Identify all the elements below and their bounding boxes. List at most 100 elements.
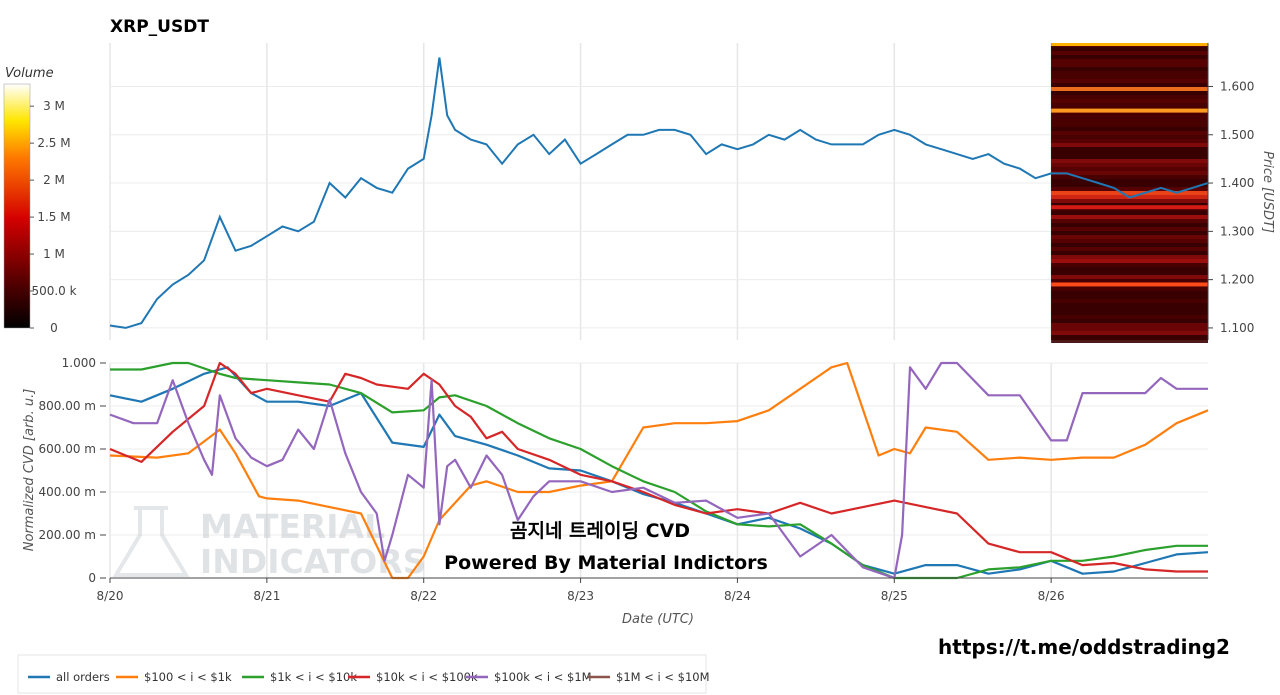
heatmap-band	[1051, 108, 1208, 113]
heatmap-band	[1051, 199, 1208, 203]
heatmap-band	[1051, 163, 1208, 167]
cvd-series-lines	[109, 361, 1209, 580]
legend-item-label[interactable]: $100k < i < $1M	[494, 670, 592, 684]
watermark-line1: MATERIAL	[200, 507, 385, 546]
legend-item-label[interactable]: $1k < i < $10k	[270, 670, 357, 684]
price-tick-label: 1.200	[1220, 273, 1254, 287]
cvd-line	[109, 361, 1209, 580]
heatmap-band	[1051, 131, 1208, 135]
watermark-line2: INDICATORS	[200, 542, 427, 581]
date-tick-label: 8/25	[881, 589, 908, 603]
legend-item-label[interactable]: all orders	[56, 670, 110, 684]
heatmap-band	[1051, 159, 1208, 163]
heatmap-band	[1051, 79, 1208, 83]
overlay-caption-line2: Powered By Material Indictors	[444, 552, 768, 574]
heatmap-band	[1051, 243, 1208, 247]
heatmap-band	[1051, 115, 1208, 119]
heatmap-band	[1051, 335, 1208, 339]
heatmap-band	[1051, 67, 1208, 71]
heatmap-band	[1051, 139, 1208, 143]
price-line	[109, 57, 1209, 329]
price-tick-label: 1.600	[1220, 79, 1254, 93]
heatmap-band	[1051, 315, 1208, 319]
legend-box	[17, 654, 707, 694]
heatmap-band	[1051, 99, 1208, 103]
heatmap-band	[1051, 319, 1208, 323]
volume-tick-label: 1.5 M	[37, 210, 70, 224]
date-tick-label: 8/23	[567, 589, 594, 603]
heatmap-band	[1051, 75, 1208, 79]
heatmap-band	[1051, 235, 1208, 239]
heatmap-band	[1051, 91, 1208, 95]
heatmap-band	[1051, 119, 1208, 123]
cvd-line	[109, 361, 1208, 580]
heatmap-band	[1051, 227, 1208, 231]
heatmap-band	[1051, 279, 1208, 283]
volume-colorbar	[3, 83, 31, 329]
heatmap-band	[1051, 151, 1208, 155]
heatmap-band	[1051, 191, 1208, 195]
heatmap-band	[1051, 155, 1208, 159]
chart-title: XRP_USDT	[110, 17, 209, 37]
heatmap-band	[1051, 71, 1208, 75]
heatmap-band	[1051, 63, 1208, 67]
date-tick-label: 8/26	[1038, 589, 1065, 603]
date-axis-ticks: 8/20 8/21 8/22 8/23 8/24 8/25 8/26	[97, 578, 1065, 603]
heatmap-band	[1051, 291, 1208, 295]
heatmap-band	[1051, 259, 1208, 263]
legend-item-label[interactable]: $1M < i < $10M	[616, 670, 710, 684]
heatmap-band	[1051, 303, 1208, 307]
heatmap-band	[1051, 311, 1208, 315]
heatmap-band	[1051, 323, 1208, 327]
date-tick-label: 8/24	[724, 589, 751, 603]
heatmap-band	[1051, 143, 1208, 147]
heatmap-band	[1051, 205, 1208, 210]
heatmap-band	[1051, 123, 1208, 127]
material-indicators-watermark: MATERIAL INDICATORS	[112, 506, 427, 581]
legend-item-label[interactable]: $100 < i < $1k	[144, 670, 232, 684]
cvd-axis-ticks: 1.000 800.00 m 600.00 m 400.00 m 200.00 m 0	[39, 356, 106, 585]
price-tick-label: 1.300	[1220, 224, 1254, 238]
heatmap-band	[1051, 231, 1208, 235]
heatmap-band	[1051, 95, 1208, 99]
date-tick-label: 8/21	[253, 589, 280, 603]
price-axis-label: Price [USDT]	[1260, 151, 1275, 233]
heatmap-band	[1051, 83, 1208, 87]
volume-tick-label: 2 M	[43, 173, 65, 187]
heatmap-band	[1051, 239, 1208, 243]
heatmap-band	[1051, 51, 1208, 55]
heatmap-band	[1051, 219, 1208, 223]
heatmap-band	[1051, 43, 1208, 46]
heatmap-band	[1051, 247, 1208, 251]
volume-tick-label: 2.5 M	[37, 136, 70, 150]
cvd-tick-label: 1.000	[62, 356, 96, 370]
heatmap-band	[1051, 111, 1208, 115]
cvd-line	[110, 361, 1208, 580]
heatmap-band	[1051, 339, 1208, 343]
heatmap-band	[1051, 275, 1208, 279]
overlay-caption-line1: 곰지네 트레이딩 CVD	[510, 520, 690, 542]
heatmap-band	[1051, 175, 1208, 179]
heatmap-band	[1051, 183, 1208, 187]
volume-colorbar-label: Volume	[5, 66, 54, 81]
heatmap-band	[1051, 251, 1208, 255]
cvd-panel	[110, 363, 1208, 578]
heatmap-band	[1051, 103, 1208, 107]
cvd-tick-label: 800.00 m	[39, 399, 97, 413]
cvd-tick-label: 0	[88, 571, 96, 585]
heatmap-band	[1051, 255, 1208, 259]
heatmap-band	[1051, 282, 1208, 287]
cvd-axis-label: Normalized CVD [arb. u.]	[22, 389, 37, 552]
heatmap-band	[1051, 307, 1208, 311]
price-tick-label: 1.400	[1220, 176, 1254, 190]
heatmap-band	[1051, 47, 1208, 51]
telegram-link[interactable]: https://t.me/oddstrading2	[938, 635, 1230, 659]
legend: all orders $100 < i < $1k $1k < i < $10k $1…	[28, 670, 710, 684]
date-axis-label: Date (UTC)	[622, 612, 694, 627]
heatmap-band	[1051, 211, 1208, 215]
legend-item-label[interactable]: $10k < i < $100k	[376, 670, 478, 684]
order-book-heatmap	[1051, 43, 1208, 343]
cvd-line	[109, 361, 1208, 573]
heatmap-band	[1051, 299, 1208, 303]
